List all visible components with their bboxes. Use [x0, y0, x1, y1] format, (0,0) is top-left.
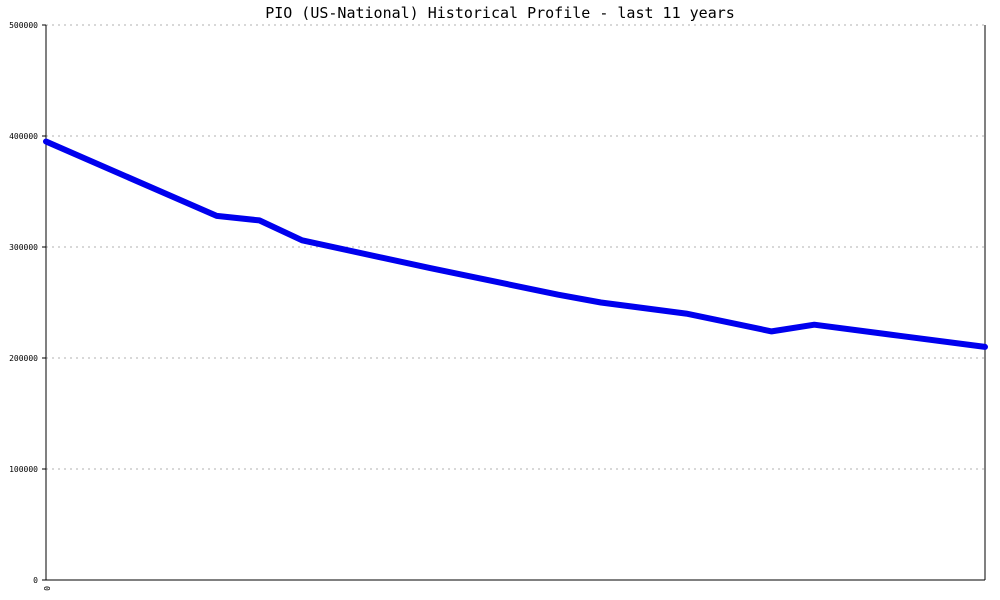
x-tick-label: 0 [42, 586, 51, 591]
x-tick-labels: 0 [42, 586, 51, 591]
y-tick-label: 500000 [9, 21, 38, 30]
y-tick-labels: 0 100000 200000 300000 400000 500000 [9, 21, 46, 585]
axes [45, 25, 986, 581]
y-tick-label: 200000 [9, 354, 38, 363]
gridlines [46, 24, 985, 470]
y-tick-label: 100000 [9, 465, 38, 474]
chart-title: PIO (US-National) Historical Profile - l… [265, 4, 735, 22]
series-layer [43, 138, 988, 350]
y-tick-label: 300000 [9, 243, 38, 252]
y-tick-label: 0 [33, 576, 38, 585]
y-tick-label: 400000 [9, 132, 38, 141]
series-line-0 [43, 138, 988, 350]
